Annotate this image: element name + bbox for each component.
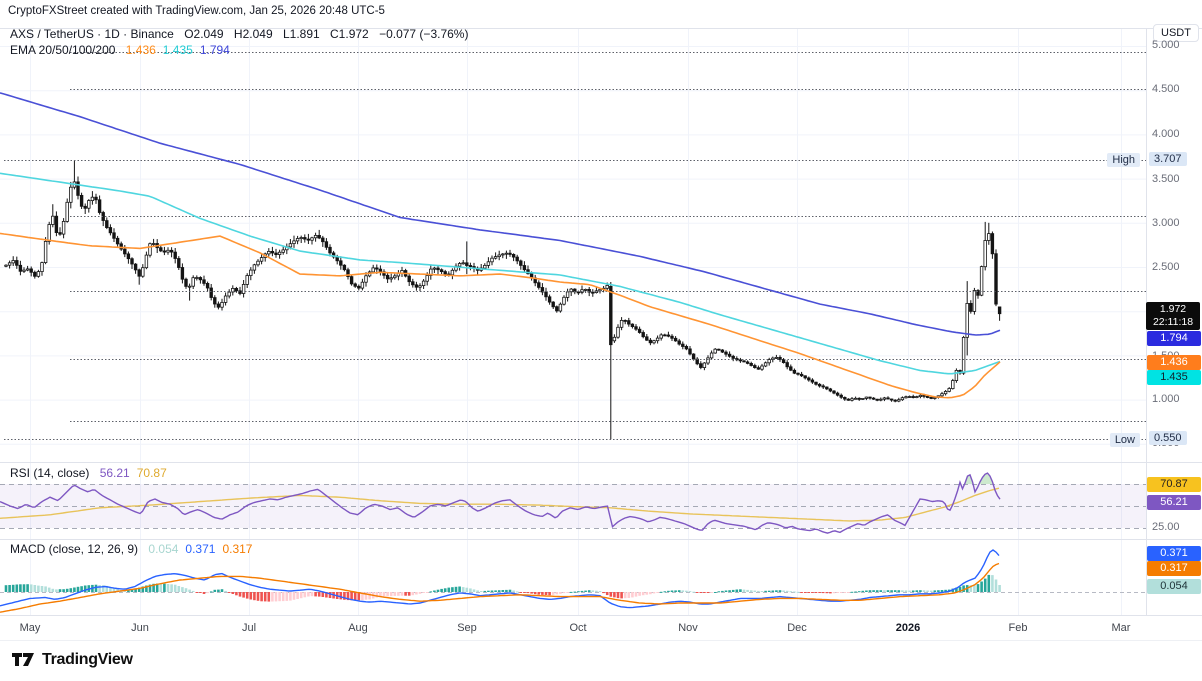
- symbol-title[interactable]: AXS / TetherUS · 1D · Binance: [10, 27, 174, 41]
- macd-axis-badge: 0.317: [1147, 561, 1201, 576]
- ohlc-close: C1.972: [330, 27, 369, 41]
- low-price-tick: 0.550: [1149, 431, 1187, 445]
- low-label-chip: Low: [1109, 433, 1140, 447]
- rsi-line: [0, 472, 1001, 534]
- high-label-chip: High: [1107, 153, 1140, 167]
- ema-legend-label[interactable]: EMA 20/50/100/200: [10, 43, 116, 57]
- high-price-tick: 3.707: [1149, 152, 1187, 166]
- time-axis-label: Oct: [569, 622, 587, 634]
- price-tick-label: 4.000: [1152, 128, 1180, 140]
- rsi-legend-label[interactable]: RSI (14, close): [10, 466, 90, 480]
- price-tick-label: 2.500: [1152, 261, 1180, 273]
- macd-line: [0, 549, 1000, 609]
- rsi-value: 56.21: [99, 466, 130, 480]
- current-price: 1.972: [1159, 303, 1187, 315]
- time-axis-label: May: [19, 622, 41, 634]
- price-tick-label: 3.500: [1152, 173, 1180, 185]
- time-axis-label: Nov: [678, 622, 698, 634]
- attribution-text: CryptoFXStreet created with TradingView.…: [8, 5, 385, 17]
- macd-value: 0.054: [148, 542, 179, 556]
- time-axis-label: Dec: [787, 622, 807, 634]
- tradingview-logo[interactable]: TradingView: [12, 649, 133, 670]
- symbol-legend: AXS / TetherUS · 1D · Binance O2.049 H2.…: [10, 27, 475, 41]
- time-axis-label: Jul: [241, 622, 257, 634]
- rsi-legend: RSI (14, close) 56.21 70.87: [10, 466, 174, 480]
- ema-value: 1.794: [199, 43, 230, 57]
- macd-axis-badge: 0.054: [1147, 579, 1201, 594]
- price-axis-badge: 1.435: [1147, 370, 1201, 385]
- ohlc-low: L1.891: [282, 27, 320, 41]
- rsi-axis-badge: 70.87: [1147, 477, 1201, 492]
- time-axis-label: Feb: [1008, 622, 1028, 634]
- ema-value: 1.435: [162, 43, 193, 57]
- rsi-tick-label: 25.00: [1152, 521, 1180, 533]
- time-axis-label: Sep: [457, 622, 477, 634]
- price-tick-label: 1.000: [1152, 393, 1180, 405]
- candles: [4, 160, 1002, 440]
- tradingview-logo-icon: [12, 653, 34, 666]
- price-tick-label: 4.500: [1152, 83, 1180, 95]
- macd-histogram: [4, 574, 1001, 602]
- ema-value: 1.436: [125, 43, 156, 57]
- rsi-axis-badge: 56.21: [1147, 495, 1201, 510]
- macd-legend-label[interactable]: MACD (close, 12, 26, 9): [10, 542, 139, 556]
- macd-axis-badge: 0.371: [1147, 546, 1201, 561]
- macd-signal-line: [0, 562, 1000, 613]
- price-tick-label: 5.000: [1152, 39, 1180, 51]
- ohlc-high: H2.049: [233, 27, 273, 41]
- macd-value: 0.317: [222, 542, 253, 556]
- price-tick-label: 3.000: [1152, 217, 1180, 229]
- macd-legend: MACD (close, 12, 26, 9) 0.054 0.371 0.317: [10, 542, 259, 556]
- ohlc-open: O2.049: [184, 27, 224, 41]
- macd-value: 0.371: [185, 542, 216, 556]
- rsi-value: 70.87: [136, 466, 167, 480]
- time-axis-label: Mar: [1111, 622, 1131, 634]
- currency-toggle[interactable]: USDT: [1153, 24, 1199, 42]
- current-price-badge: 1.972 22:11:18: [1146, 302, 1200, 330]
- tradingview-logo-text: TradingView: [42, 650, 133, 668]
- ema-legend: EMA 20/50/100/200 1.436 1.435 1.794: [10, 43, 237, 57]
- price-axis-badge: 1.794: [1147, 331, 1201, 346]
- time-axis-label: Aug: [348, 622, 368, 634]
- ema50-line: [0, 232, 1001, 399]
- ema200-line: [0, 92, 1001, 336]
- bar-countdown: 22:11:18: [1152, 316, 1194, 328]
- change-value: −0.077 (−3.76%): [379, 27, 469, 41]
- time-axis-label: Jun: [131, 622, 149, 634]
- time-axis-label: 2026: [895, 622, 921, 634]
- price-axis-badge: 1.436: [1147, 355, 1201, 370]
- ema100-line: [0, 172, 1001, 375]
